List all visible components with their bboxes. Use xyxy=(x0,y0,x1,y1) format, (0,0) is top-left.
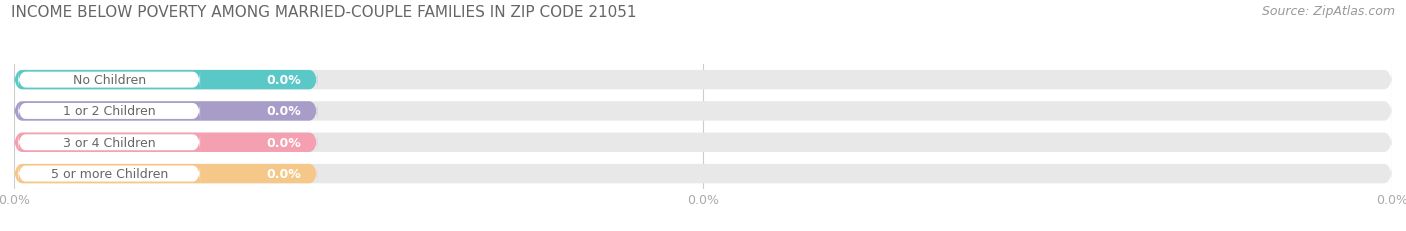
FancyBboxPatch shape xyxy=(18,71,200,89)
Text: 0.0%: 0.0% xyxy=(266,105,301,118)
Text: 1 or 2 Children: 1 or 2 Children xyxy=(63,105,156,118)
FancyBboxPatch shape xyxy=(14,102,1392,121)
FancyBboxPatch shape xyxy=(14,133,1392,152)
FancyBboxPatch shape xyxy=(18,102,200,121)
Text: Source: ZipAtlas.com: Source: ZipAtlas.com xyxy=(1261,5,1395,18)
FancyBboxPatch shape xyxy=(14,164,1392,183)
FancyBboxPatch shape xyxy=(14,102,318,121)
FancyBboxPatch shape xyxy=(14,133,318,152)
Text: 0.0%: 0.0% xyxy=(266,74,301,87)
FancyBboxPatch shape xyxy=(18,134,200,152)
Text: No Children: No Children xyxy=(73,74,146,87)
Text: INCOME BELOW POVERTY AMONG MARRIED-COUPLE FAMILIES IN ZIP CODE 21051: INCOME BELOW POVERTY AMONG MARRIED-COUPL… xyxy=(11,5,637,20)
Text: 5 or more Children: 5 or more Children xyxy=(51,167,167,180)
FancyBboxPatch shape xyxy=(14,71,1392,90)
Text: 3 or 4 Children: 3 or 4 Children xyxy=(63,136,156,149)
FancyBboxPatch shape xyxy=(18,165,200,183)
Text: 0.0%: 0.0% xyxy=(266,167,301,180)
Text: 0.0%: 0.0% xyxy=(266,136,301,149)
FancyBboxPatch shape xyxy=(14,164,318,183)
FancyBboxPatch shape xyxy=(14,71,318,90)
